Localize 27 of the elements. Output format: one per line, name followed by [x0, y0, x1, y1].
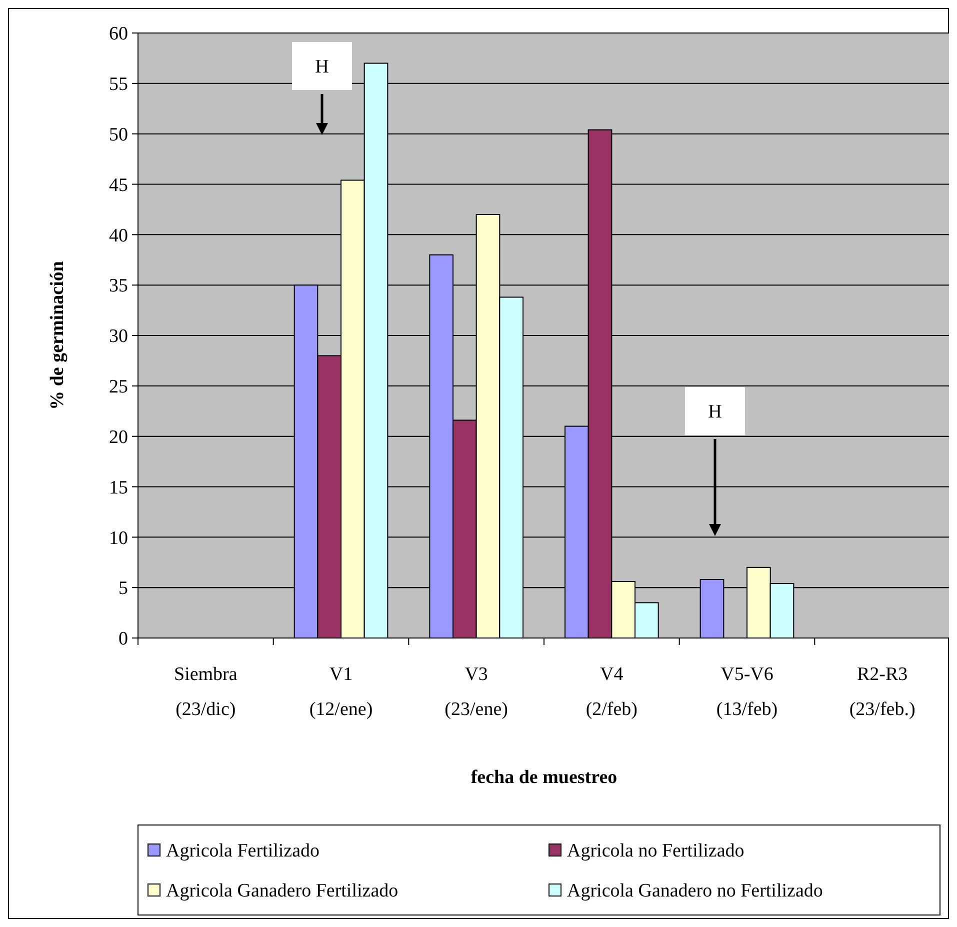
y-tick-label: 55	[109, 74, 128, 96]
legend-label: Agricola Ganadero no Fertilizado	[567, 880, 823, 902]
annotation: H	[315, 56, 330, 78]
legend-label: Agricola Fertilizado	[166, 840, 320, 862]
x-tick-label: R2-R3 (23/feb.)	[849, 664, 916, 720]
x-tick-label: V4 (2/feb)	[586, 664, 638, 720]
y-tick-label: 15	[109, 477, 128, 498]
y-tick-label: 0	[118, 628, 128, 650]
x-tick-label: V1 (12/ene)	[309, 664, 373, 720]
y-tick-label: 30	[109, 326, 128, 348]
y-tick-label: 45	[109, 174, 128, 196]
annotation: H	[708, 402, 722, 423]
x-axis-title: fecha de muestreo	[470, 767, 618, 788]
y-tick-label: 35	[109, 276, 128, 297]
y-tick-label: 60	[109, 24, 128, 45]
x-tick-label: Siembra (23/dic)	[174, 664, 238, 720]
y-tick-label: 50	[109, 124, 128, 146]
x-tick-label: V3 (23/ene)	[444, 664, 508, 720]
y-axis-title: % de germinación	[47, 260, 68, 410]
legend-label: Agricola Ganadero Fertilizado	[166, 880, 398, 902]
y-tick-label: 20	[109, 426, 128, 448]
y-tick-label: 10	[109, 528, 128, 549]
legend-label: Agricola no Fertilizado	[567, 840, 744, 862]
y-tick-label: 40	[109, 225, 128, 246]
x-tick-label: V5-V6 (13/feb)	[716, 664, 778, 720]
y-tick-label: 25	[109, 376, 128, 398]
y-tick-label: 5	[118, 578, 128, 600]
